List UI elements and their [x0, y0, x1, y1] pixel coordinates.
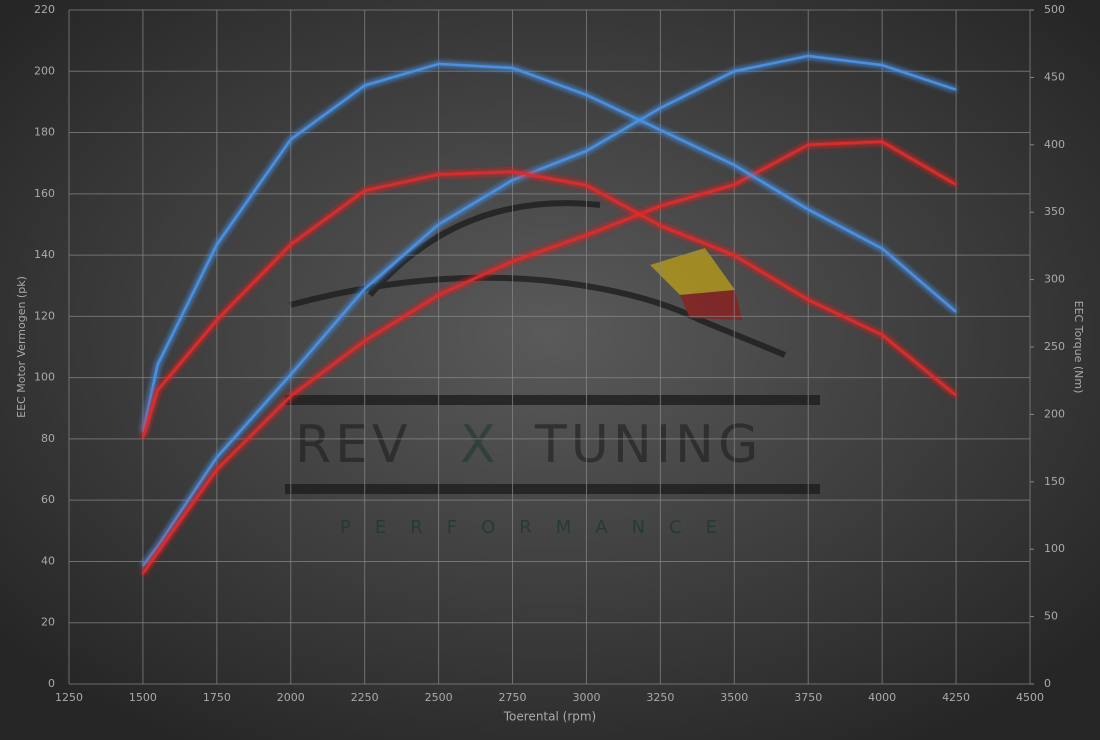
watermark-text: X: [460, 415, 500, 475]
y2-tick-label: 400: [1044, 138, 1065, 151]
y-tick-label: 40: [41, 554, 55, 567]
y-tick-label: 220: [34, 3, 55, 16]
y2-tick-label: 450: [1044, 70, 1065, 83]
x-tick-label: 3000: [572, 691, 600, 704]
x-tick-label: 1250: [55, 691, 83, 704]
x-tick-label: 2250: [351, 691, 379, 704]
y2-tick-label: 0: [1044, 677, 1051, 690]
y2-tick-label: 200: [1044, 407, 1065, 420]
y2-tick-label: 500: [1044, 3, 1065, 16]
watermark-text: REV: [295, 415, 412, 475]
y-tick-label: 100: [34, 371, 55, 384]
x-tick-label: 3750: [794, 691, 822, 704]
x-axis-label: Toerental (rpm): [503, 710, 596, 724]
y-tick-label: 180: [34, 126, 55, 139]
x-tick-label: 2000: [277, 691, 305, 704]
x-tick-label: 4000: [868, 691, 896, 704]
watermark-gauge: [650, 248, 735, 295]
y2-tick-label: 150: [1044, 475, 1065, 488]
x-tick-label: 4250: [942, 691, 970, 704]
watermark-gauge: [680, 290, 742, 320]
y2-tick-label: 350: [1044, 205, 1065, 218]
y2-axis-label: EEC Torque (Nm): [1072, 301, 1085, 394]
watermark-bar: [285, 484, 820, 494]
y-tick-label: 0: [48, 677, 55, 690]
x-tick-label: 3250: [646, 691, 674, 704]
y-tick-label: 20: [41, 616, 55, 629]
y2-tick-label: 250: [1044, 340, 1065, 353]
y-tick-label: 140: [34, 248, 55, 261]
watermark-text: TUNING: [534, 415, 762, 475]
watermark: REV X TUNING PERFORMANCE: [285, 200, 820, 538]
y2-tick-label: 50: [1044, 610, 1058, 623]
series-line: [141, 54, 957, 567]
y-tick-label: 120: [34, 309, 55, 322]
x-tick-label: 3500: [720, 691, 748, 704]
x-tick-label: 2500: [425, 691, 453, 704]
watermark-bar: [285, 395, 820, 405]
series-line: [141, 140, 957, 575]
x-tick-label: 1750: [203, 691, 231, 704]
x-tick-label: 1500: [129, 691, 157, 704]
series-line: [141, 170, 957, 438]
y-axis-label: EEC Motor Vermogen (pk): [15, 276, 28, 418]
y-tick-label: 200: [34, 64, 55, 77]
x-tick-label: 2750: [499, 691, 527, 704]
y-tick-label: 160: [34, 187, 55, 200]
y2-tick-label: 300: [1044, 273, 1065, 286]
y-tick-label: 80: [41, 432, 55, 445]
x-tick-label: 4500: [1016, 691, 1044, 704]
series-line: [141, 62, 957, 433]
watermark-text: PERFORMANCE: [340, 517, 741, 538]
y-tick-label: 60: [41, 493, 55, 506]
y2-tick-label: 100: [1044, 542, 1065, 555]
